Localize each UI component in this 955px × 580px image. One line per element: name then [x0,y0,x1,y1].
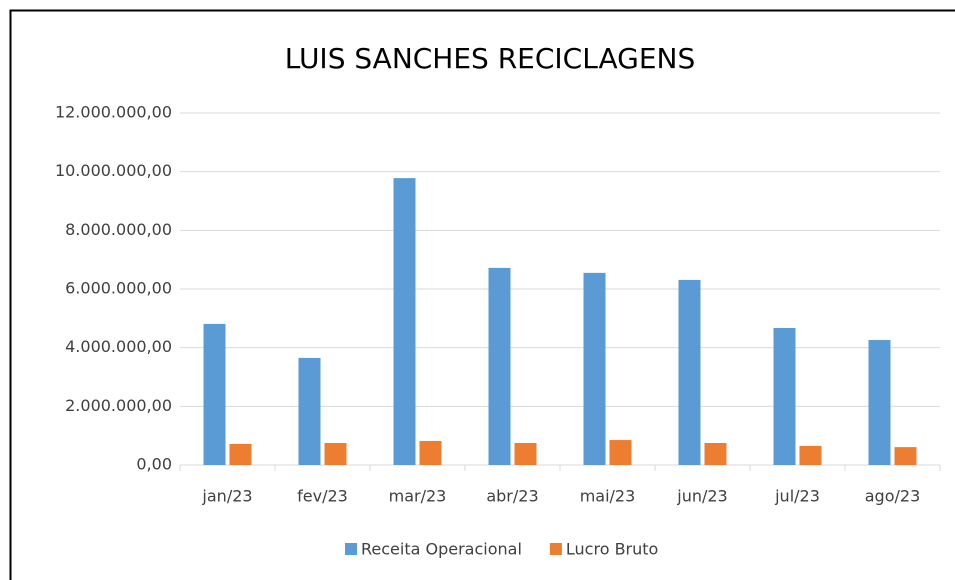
legend-swatch [345,543,357,555]
bar [419,440,442,465]
y-tick-label: 10.000.000,00 [55,161,172,180]
y-tick-label: 6.000.000,00 [65,279,172,298]
y-tick-label: 2.000.000,00 [65,396,172,415]
y-tick-label: 12.000.000,00 [55,103,172,122]
x-tick-label: jan/23 [201,487,252,506]
chart-title: LUIS SANCHES RECICLAGENS [285,42,696,75]
bar [298,357,321,465]
legend-label: Lucro Bruto [566,540,658,559]
bar [868,340,891,465]
bar [393,178,416,465]
x-tick-label: mai/23 [580,487,636,506]
bar [203,323,226,465]
legend-swatch [549,543,562,555]
x-tick-label: fev/23 [297,487,348,506]
bar [324,443,347,465]
y-tick-label: 8.000.000,00 [65,220,172,239]
x-tick-label: abr/23 [486,487,538,506]
bar [678,279,701,465]
chart-frame [9,9,955,580]
legend-label: Receita Operacional [361,540,522,559]
bar [799,445,822,465]
y-tick-label: 0,00 [136,455,172,474]
bar [229,443,252,465]
bar [609,440,632,465]
bar [583,272,606,465]
bar [488,267,511,465]
x-tick-label: jul/23 [774,487,820,506]
bar [704,443,727,465]
y-tick-label: 4.000.000,00 [65,337,172,356]
bar [894,447,917,465]
x-tick-label: jun/23 [676,487,727,506]
bar [773,328,796,465]
bar [514,443,537,465]
x-tick-label: ago/23 [865,487,921,506]
x-tick-label: mar/23 [389,487,447,506]
